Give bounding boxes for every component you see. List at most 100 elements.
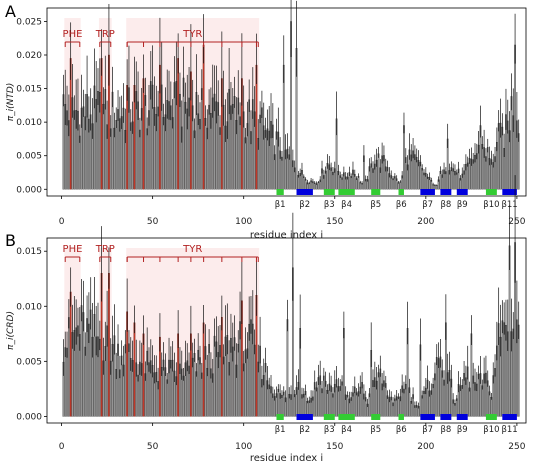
bar-residue-251 — [517, 133, 520, 190]
bar-residue-74 — [195, 371, 198, 417]
x-tick-label: 50 — [147, 217, 159, 227]
bar-residue-89 — [222, 356, 225, 417]
strand-label: β11 — [501, 425, 517, 435]
strand-label: β11 — [501, 200, 517, 210]
bar-residue-174 — [377, 372, 380, 417]
bar-residue-231 — [481, 385, 484, 417]
strand-label: β7 — [422, 200, 433, 210]
bar-residue-242 — [501, 126, 504, 190]
bar-residue-198 — [421, 395, 424, 417]
bar-residue-1 — [62, 94, 65, 190]
x-axis-label: residue index i — [250, 230, 323, 241]
bar-residue-76 — [199, 357, 201, 417]
bar-residue-204 — [432, 384, 434, 417]
bar-residue-140 — [315, 387, 318, 417]
bar-residue-185 — [397, 182, 400, 190]
bar-residue-206 — [435, 357, 438, 417]
bar-residue-225 — [470, 333, 473, 417]
x-tick-label: 0 — [59, 442, 65, 452]
y-tick-label: 0.005 — [16, 152, 42, 162]
bar-residue-76 — [199, 118, 201, 190]
x-tick-label: 50 — [147, 442, 159, 452]
strand-β5 — [371, 189, 381, 195]
bar-residue-217 — [455, 172, 458, 190]
bar-residue-162 — [355, 392, 358, 417]
bar-residue-125 — [288, 154, 291, 190]
bar-residue-46 — [144, 95, 147, 190]
panel-letter: B — [5, 231, 16, 250]
y-axis-label: π_i(NTD) — [6, 83, 16, 122]
x-axis-label: residue index i — [250, 453, 323, 463]
bar-residue-178 — [384, 383, 387, 417]
strand-β11 — [502, 189, 517, 195]
bar-residue-102 — [246, 348, 249, 417]
bar-residue-2 — [64, 347, 67, 417]
strand-β9 — [456, 414, 468, 420]
bar-residue-242 — [501, 320, 504, 417]
bar-residue-106 — [253, 344, 256, 417]
y-tick-label: 0.000 — [16, 185, 42, 195]
x-axis: 0 50 100 150 200 250 — [59, 196, 526, 227]
bar-residue-56 — [162, 116, 165, 190]
bar-residue-122 — [282, 391, 285, 417]
bar-residue-35 — [124, 344, 127, 417]
panel-b: B PHE TRP TYR 0.000 0.005 0.010 0.015 π_i(CRD) β1… — [5, 175, 527, 463]
bar-residue-27 — [109, 128, 112, 190]
strand-label: β10 — [483, 200, 499, 210]
bar-residue-157 — [346, 395, 349, 417]
bar-residue-84 — [213, 335, 216, 417]
bar-residue-229 — [477, 373, 480, 417]
x-tick-label: 150 — [326, 217, 343, 227]
bar-residue-65 — [179, 93, 181, 190]
strand-β9 — [456, 189, 468, 195]
bar-residue-211 — [444, 171, 447, 190]
panel-a: A PHE TRP TYR 0.000 0.005 0.010 0.015 0.020 0.025… — [5, 0, 527, 241]
bar-residue-4 — [67, 317, 70, 417]
group-label-tyr: TYR — [182, 244, 202, 255]
strand-β6 — [398, 414, 404, 420]
strand-β1 — [276, 414, 284, 420]
bar-residue-68 — [184, 101, 187, 190]
strand-label: β3 — [324, 425, 335, 435]
strand-β3 — [323, 414, 335, 420]
bar-residue-223 — [466, 162, 469, 190]
bar-residue-145 — [324, 170, 327, 190]
bar-residue-88 — [220, 317, 223, 417]
bar-residue-36 — [126, 85, 129, 190]
bar-residue-217 — [455, 398, 458, 417]
strand-label: β4 — [341, 425, 352, 435]
bar-residue-144 — [322, 375, 325, 417]
bar-residue-122 — [282, 64, 285, 190]
bar-residue-121 — [281, 156, 283, 190]
error-bars — [63, 175, 520, 409]
bar-residue-188 — [403, 125, 405, 190]
bar-residue-185 — [397, 396, 400, 417]
group-label-trp: TRP — [95, 244, 115, 255]
y-axis: 0.000 0.005 0.010 0.015 0.020 0.025 — [16, 17, 47, 195]
bar-residue-5 — [69, 291, 72, 417]
strand-label: β7 — [422, 425, 433, 435]
bar-residue-23 — [102, 103, 105, 190]
bar-residue-73 — [193, 130, 196, 190]
plot-frame — [46, 7, 527, 197]
bar-residue-235 — [488, 391, 491, 417]
bar-residue-12 — [82, 106, 85, 190]
strand-label: β2 — [299, 200, 310, 210]
strand-label: β2 — [299, 425, 310, 435]
bar-residue-119 — [277, 388, 280, 417]
bar-residue-67 — [182, 375, 185, 417]
bar-residue-45 — [142, 333, 145, 417]
bar-residue-60 — [169, 359, 172, 417]
x-tick-label: 250 — [508, 217, 525, 227]
y-tick-label: 0.020 — [16, 51, 42, 61]
y-tick-label: 0.000 — [16, 412, 42, 422]
x-tick-label: 200 — [417, 442, 434, 452]
error-bars — [63, 0, 520, 186]
x-tick-label: 200 — [417, 217, 434, 227]
panel-letter: A — [5, 2, 16, 21]
bar-residue-226 — [472, 159, 475, 190]
bar-residue-77 — [200, 88, 203, 190]
strand-β8 — [440, 414, 452, 420]
bar-residue-30 — [115, 120, 118, 190]
bar-residue-78 — [202, 322, 205, 417]
